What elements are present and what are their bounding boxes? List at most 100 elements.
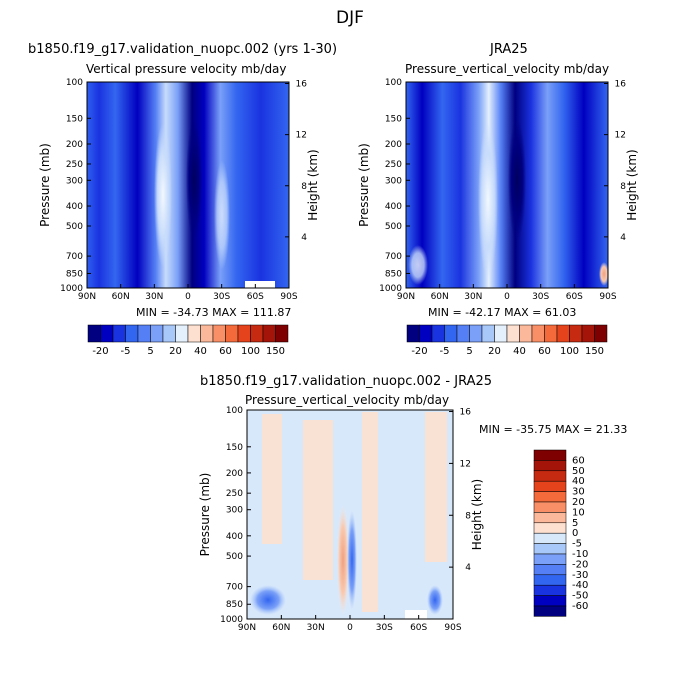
panel-1-ytick-label: 200 [66,140,83,150]
panel-1-colorbar-swatch [162,324,176,343]
panel-1-xtick-label: 30S [213,292,230,302]
panel-3-ytick-label: 250 [226,489,243,499]
panel-2-colorbar-swatch [431,324,445,343]
panel-2-stats: MIN = -42.17 MAX = 61.03 [428,306,577,319]
panel-3-colorbar-swatch [533,522,567,534]
panel-2-colorbar-swatch [456,324,470,343]
panel-2-colorbar-swatch [531,324,545,343]
panel-1-y2tick-label: 12 [296,131,307,141]
panel-2-colorbar-swatch [594,324,608,343]
axis-ticks: 90N 60N 30N 0 30S 60S 90S100150200250300400500… [38,78,639,633]
panel-2-colorbar-swatch [406,324,420,343]
panel-2-colorbar-swatch [469,324,483,343]
panel-1-missing [245,281,275,288]
panel-3-stats: MIN = -35.75 MAX = 21.33 [479,423,628,436]
panel-3-plot [246,409,454,620]
panel-1-ytick-label: 250 [66,160,83,170]
panel-3-y2tick-label: 12 [460,459,471,469]
panel-3-xtick-label: 60S [410,623,427,633]
panel-3-xtick-label: 0 [347,623,353,633]
panel-3-colorbar-swatch [533,595,567,607]
panel-3-colorbar-label: 60 [572,455,585,466]
panel-3-colorbar-label: -30 [572,570,588,581]
panel-1-colorbar-label: -20 [92,346,108,357]
panel-3-y2label: Height (km) [470,479,484,550]
panel-1-ylabel: Pressure (mb) [38,143,52,227]
panel-3-pos-band-3 [362,412,378,612]
panel-1-xtick-label: 60S [247,292,264,302]
panel-3-y2tick-label: 8 [465,511,471,521]
panel-3-ytick-label: 700 [226,583,243,593]
panel-1-y2label: Height (km) [306,149,320,220]
panel-2-ytick-label: 150 [385,114,402,124]
panel-3-colorbar-swatch [533,470,567,482]
panel-3-colorbar-label: 20 [572,497,585,508]
panel-3-pos-core [337,505,349,615]
panel-2-itcz-core [508,118,526,242]
panel-1-xtick-label: 90N [78,292,96,302]
panel-1-ytick-label: 150 [66,114,83,124]
panel-3-ytick-label: 150 [226,443,243,453]
panel-3-xtick-label: 30S [376,623,393,633]
panel-3-colorbar-label: -40 [572,580,588,591]
panel-1-colorbar-swatch [112,324,126,343]
panel-2-colorbar-swatch [519,324,533,343]
panel-3-neg-polar-n [250,585,286,615]
panel-1-xtick-label: 0 [185,292,191,302]
panel-2-plot [405,81,609,289]
panel-2-ytick-label: 300 [385,176,402,186]
panel-2-ytick-label: 1000 [379,284,402,294]
panel-2-ytick-label: 700 [385,252,402,262]
panel-3-xtick-label: 60N [272,623,290,633]
panel-1-colorbar-swatch [262,324,276,343]
panel-1-ytick-label: 1000 [60,284,83,294]
panel-2-colorbar-label: 40 [513,346,526,357]
panel-3-pos-band-1 [262,414,282,544]
panel-1-colorbar-swatch [150,324,164,343]
panel-1-title: b1850.f19_g17.validation_nuopc.002 (yrs … [28,42,338,57]
colorbars: -20 -5 5 20 40 60 100 150 -20 -5 5 20 40 60 100 1506050… [87,324,608,617]
panel-3-ytick-label: 100 [226,406,243,416]
panel-2-colorbar-label: 5 [466,346,472,357]
panel-1-subtitle: Vertical pressure velocity mb/day [86,62,287,76]
panel-1-ytick-label: 850 [66,269,83,279]
panel-2-xtick-label: 60S [566,292,583,302]
panel-2-field [406,82,608,288]
panel-1-colorbar-swatch [275,324,289,343]
panel-3-xtick-label: 30N [307,623,325,633]
panel-2-ytick-label: 200 [385,140,402,150]
panel-3-ytick-label: 1000 [220,615,243,625]
panel-1-itcz-core [186,120,202,240]
panel-2-colorbar-swatch [481,324,495,343]
panel-3-ytick-label: 500 [226,552,243,562]
panel-3-colorbar-label: 0 [572,528,578,539]
panel-1-colorbar-label: 40 [194,346,207,357]
panel-3-missing [405,610,427,619]
panel-3-ytick-label: 300 [226,506,243,516]
panel-1-y2tick-label: 16 [296,80,308,90]
panel-3-ytick-label: 850 [226,600,243,610]
panel-2-ytick-label: 500 [385,222,402,232]
panel-1-plot [86,81,290,289]
panel-2-polar-red [599,262,609,286]
panel-3-colorbar-label: 50 [572,466,585,477]
panel-1-colorbar-label: 5 [147,346,153,357]
panel-2-colorbar-label: 150 [585,346,604,357]
panel-2-ytick-label: 400 [385,202,402,212]
panel-1-stats: MIN = -34.73 MAX = 111.87 [136,306,292,319]
panel-1-colorbar-swatch [187,324,201,343]
panel-3-colorbar-label: -20 [572,559,588,570]
panel-3-colorbar-swatch [533,605,567,617]
panel-3-pos-band-4 [425,412,447,562]
panel-2-colorbar-swatch [569,324,583,343]
panel-2-colorbar-label: 100 [560,346,579,357]
panel-1-colorbar-label: 100 [241,346,260,357]
panel-3-neg-core [347,510,357,610]
panel-2-colorbar-label: 20 [488,346,501,357]
panel-3-colorbar-swatch [533,553,567,565]
panel-2-ylabel: Pressure (mb) [357,143,371,227]
panel-2-colorbar-swatch [494,324,508,343]
panel-3-colorbar-label: 40 [572,476,585,487]
panel-3-colorbar-label: 5 [572,518,578,529]
